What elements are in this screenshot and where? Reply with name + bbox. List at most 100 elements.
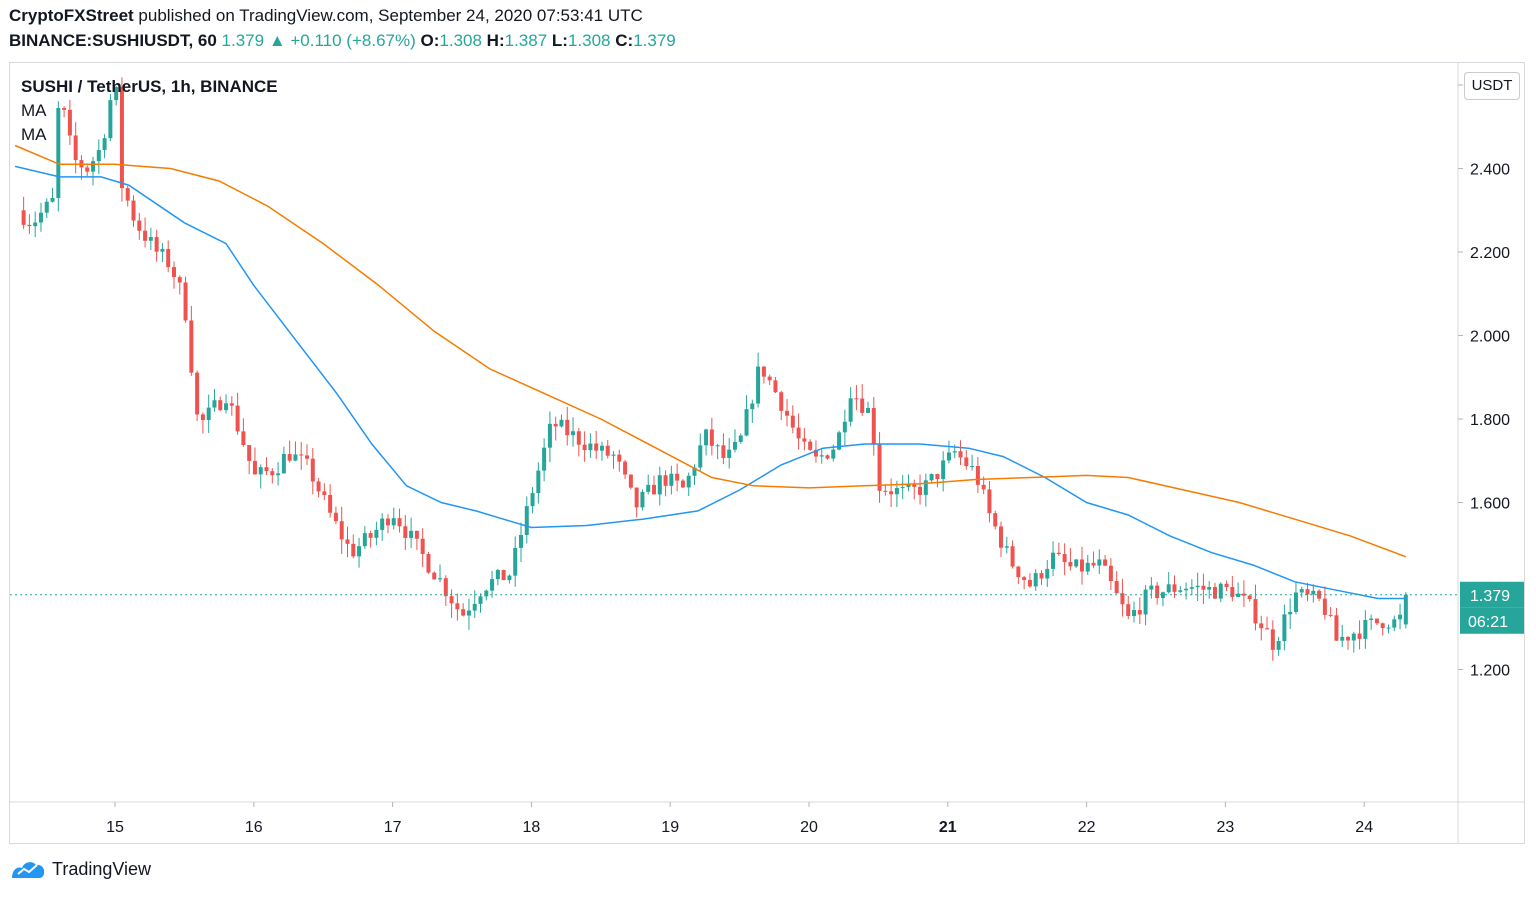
candle-body bbox=[1311, 590, 1316, 595]
candle-body bbox=[1079, 559, 1084, 572]
candle-body bbox=[299, 454, 304, 456]
last-price-badge-label: 1.379 bbox=[1470, 588, 1510, 605]
candle-body bbox=[1253, 599, 1258, 624]
candle-body bbox=[1207, 587, 1212, 590]
candle-body bbox=[125, 188, 130, 201]
high-value: 1.387 bbox=[504, 31, 548, 50]
candle-body bbox=[513, 547, 518, 576]
candle-body bbox=[171, 267, 176, 278]
publish-info: CryptoFXStreet published on TradingView.… bbox=[9, 6, 643, 26]
candle-body bbox=[1085, 562, 1090, 572]
candle-body bbox=[623, 461, 628, 475]
candle-body bbox=[229, 403, 234, 406]
candle-body bbox=[547, 423, 552, 448]
candle-body bbox=[923, 480, 928, 495]
candle-body bbox=[38, 212, 43, 223]
candle-body bbox=[224, 403, 229, 411]
candle-body bbox=[918, 486, 923, 495]
candle-body bbox=[576, 431, 581, 445]
candle-body bbox=[270, 471, 275, 476]
candle-body bbox=[565, 419, 570, 436]
candle-body bbox=[189, 320, 194, 373]
candle-body bbox=[987, 489, 992, 514]
candle-body bbox=[599, 445, 604, 451]
candle-body bbox=[1074, 559, 1079, 567]
publisher-name[interactable]: CryptoFXStreet bbox=[9, 6, 134, 25]
currency-unit-button[interactable]: USDT bbox=[1464, 72, 1520, 100]
candle-body bbox=[1068, 562, 1073, 567]
legend-ma-slow[interactable]: MA bbox=[21, 125, 47, 144]
candle-body bbox=[212, 400, 217, 408]
candle-body bbox=[154, 237, 159, 252]
candle-body bbox=[1132, 609, 1137, 617]
candle-body bbox=[1201, 585, 1206, 590]
candle-body bbox=[952, 451, 957, 453]
candle-body bbox=[1276, 641, 1281, 650]
candle-body bbox=[738, 435, 743, 442]
candle-body bbox=[605, 445, 610, 456]
x-tick-label: 22 bbox=[1078, 819, 1096, 836]
candle-body bbox=[1317, 590, 1322, 599]
candle-body bbox=[542, 447, 547, 471]
candle-body bbox=[756, 366, 761, 404]
candle-body bbox=[1039, 573, 1044, 579]
ma-fast-line bbox=[14, 165, 1406, 600]
candle-body bbox=[333, 512, 338, 522]
candle-body bbox=[588, 443, 593, 451]
x-tick-label: 19 bbox=[661, 819, 679, 836]
candle-body bbox=[1004, 546, 1009, 548]
candle-body bbox=[276, 473, 281, 476]
candle-body bbox=[1045, 568, 1050, 579]
candle-body bbox=[883, 490, 888, 492]
candle-body bbox=[1363, 619, 1368, 639]
candle-body bbox=[848, 398, 853, 422]
x-tick-label: 18 bbox=[523, 819, 541, 836]
candle-body bbox=[831, 449, 836, 459]
candle-body bbox=[432, 572, 437, 580]
candle-body bbox=[1114, 581, 1119, 594]
chart-frame bbox=[9, 62, 1525, 844]
legend-ma-fast[interactable]: MA bbox=[21, 101, 47, 120]
candle-body bbox=[1293, 592, 1298, 612]
candle-body bbox=[195, 372, 200, 415]
candle-body bbox=[305, 455, 310, 459]
candle-body bbox=[779, 392, 784, 411]
candle-body bbox=[686, 475, 691, 488]
countdown-badge bbox=[1460, 607, 1524, 634]
candle-body bbox=[385, 518, 390, 526]
candle-body bbox=[96, 150, 101, 162]
candle-body bbox=[252, 460, 257, 475]
candle-body bbox=[1108, 565, 1113, 582]
candle-body bbox=[235, 405, 240, 432]
candle-body bbox=[1357, 633, 1362, 639]
candle-body bbox=[773, 380, 778, 393]
candle-body bbox=[143, 230, 148, 241]
candle-body bbox=[646, 484, 651, 492]
candle-body bbox=[44, 201, 49, 213]
candle-body bbox=[264, 467, 269, 472]
x-tick-label: 21 bbox=[939, 819, 957, 836]
candle-body bbox=[403, 526, 408, 538]
candle-body bbox=[837, 432, 842, 450]
candle-body bbox=[640, 491, 645, 508]
chart-legend: SUSHI / TetherUS, 1h, BINANCE MA MA bbox=[21, 75, 278, 147]
candle-body bbox=[218, 400, 223, 411]
tradingview-logo-icon bbox=[12, 862, 45, 878]
candle-body bbox=[1189, 587, 1194, 589]
candle-body bbox=[241, 431, 246, 446]
candle-body bbox=[675, 473, 680, 481]
candle-body bbox=[420, 538, 425, 554]
low-label: L: bbox=[551, 31, 568, 50]
candle-body bbox=[501, 569, 506, 581]
candle-body bbox=[380, 518, 385, 530]
candle-body bbox=[698, 445, 703, 468]
tradingview-brand[interactable]: TradingView bbox=[10, 858, 151, 880]
legend-title: SUSHI / TetherUS, 1h, BINANCE bbox=[21, 77, 278, 96]
candle-body bbox=[860, 398, 865, 413]
candle-body bbox=[750, 403, 755, 410]
candle-body bbox=[397, 518, 402, 527]
candle-body bbox=[709, 429, 714, 446]
ma-slow-line bbox=[14, 144, 1407, 558]
candle-body bbox=[1166, 584, 1171, 593]
